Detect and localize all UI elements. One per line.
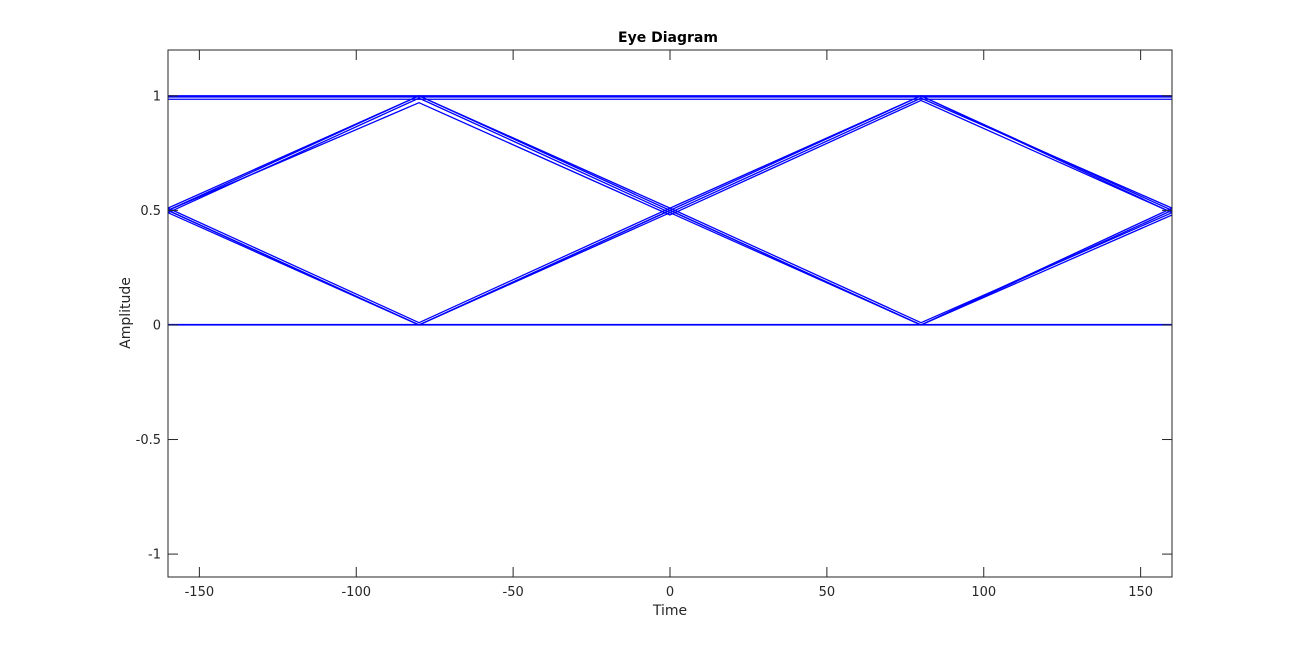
eye-trace-9 <box>167 99 1173 216</box>
x-tick-label: 100 <box>971 585 996 600</box>
x-tick-label: 0 <box>666 585 674 600</box>
x-axis-label: Time <box>652 603 687 619</box>
x-tick-label: -50 <box>503 585 524 600</box>
y-tick-label: 0.5 <box>140 204 161 219</box>
y-tick-label: 1 <box>153 89 161 104</box>
y-tick-label: -1 <box>148 548 161 563</box>
plot-area <box>168 50 1172 577</box>
y-tick-label: 0 <box>153 318 161 333</box>
eye-trace-13 <box>167 209 1173 326</box>
x-tick-label: 50 <box>819 585 836 600</box>
series-layer <box>167 95 1173 326</box>
axes-layer: -150 -100 -50 0 50 100 150 -1 -0.5 0 0.5 1 <box>136 49 1173 600</box>
chart-title: Eye Diagram <box>618 30 718 46</box>
x-tick-label: -100 <box>341 585 371 600</box>
x-tick-label: -150 <box>185 585 215 600</box>
eye-trace-12 <box>167 207 1173 324</box>
x-tick-label: 150 <box>1128 585 1153 600</box>
y-axis-label: Amplitude <box>118 277 134 349</box>
y-tick-label: -0.5 <box>136 433 161 448</box>
